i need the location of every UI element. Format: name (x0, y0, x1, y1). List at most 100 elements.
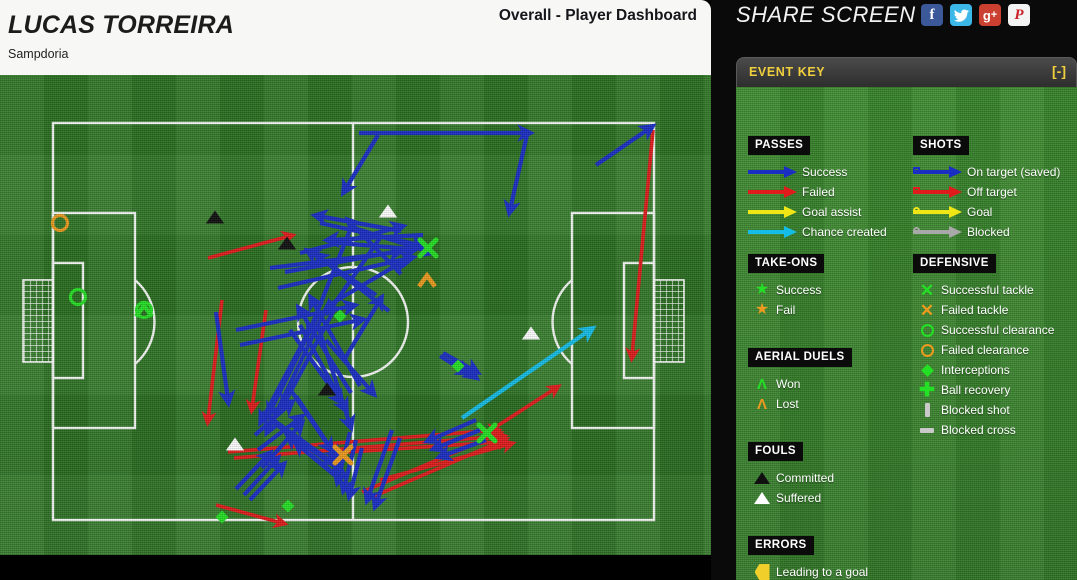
legend-x-icon: ✕ (919, 280, 935, 300)
successful-pass-arrow (213, 311, 236, 408)
key-item[interactable]: Suffered (748, 488, 834, 508)
successful-pass-arrow (343, 447, 365, 502)
legend-arrow-icon (913, 163, 967, 181)
legend-diamond-icon (913, 361, 941, 379)
successful-pass-arrow (503, 129, 531, 218)
key-item[interactable]: Blocked shot (913, 400, 1054, 420)
key-item[interactable]: On target (saved) (913, 162, 1060, 182)
key-item[interactable]: Blocked (913, 222, 1060, 242)
key-item-label: Leading to a goal (776, 565, 869, 579)
event-key-title: EVENT KEY (749, 65, 826, 79)
foul-suffered-marker (225, 437, 245, 451)
key-section-items: Leading to a goalLeading to a shot (748, 562, 868, 580)
successful-pass-arrow (371, 437, 402, 512)
facebook-share-icon[interactable]: f (921, 4, 943, 26)
key-item[interactable]: Blocked cross (913, 420, 1054, 440)
key-item-label: Successful clearance (941, 323, 1055, 337)
successful-pass-arrow (362, 429, 394, 506)
goal-nets (22, 279, 685, 363)
legend-pentagon-icon (748, 563, 776, 580)
googleplus-share-icon[interactable]: g + (979, 4, 1001, 26)
key-section-heading: PASSES (748, 136, 811, 155)
key-item-label: Lost (776, 397, 799, 411)
successful-pass-arrow (324, 338, 378, 398)
successful-pass-arrow (248, 460, 288, 502)
key-item[interactable]: Committed (748, 468, 834, 488)
key-item[interactable]: Off target (913, 182, 1060, 202)
failed-pass-arrow (215, 503, 289, 529)
successful-pass-arrow (594, 123, 657, 167)
chance-created-arrow (460, 325, 597, 420)
key-section-errors: ERRORS Leading to a goalLeading to a shot (748, 535, 868, 580)
aerial-duel-won-marker (134, 301, 154, 318)
foul-suffered-marker (378, 204, 398, 218)
key-item[interactable]: ✕ Failed tackle (913, 300, 1054, 320)
failed-pass-arrow (379, 438, 517, 482)
key-item-label: Success (802, 165, 848, 179)
legend-ring-icon (913, 321, 941, 339)
failed-pass-arrow (207, 230, 297, 260)
key-item-label: Off target (967, 185, 1017, 199)
dashboard-title: Overall - Player Dashboard (498, 7, 697, 24)
legend-x-icon: ✕ (919, 300, 935, 320)
key-item[interactable]: ✕ Successful tackle (913, 280, 1054, 300)
key-item[interactable]: Chance created (748, 222, 887, 242)
key-item[interactable]: ✚ Ball recovery (913, 380, 1054, 400)
successful-pass-arrow (295, 303, 353, 395)
legend-star-icon: ★ (754, 301, 770, 318)
foul-suffered-marker (521, 326, 541, 340)
key-item[interactable]: Λ Won (748, 374, 852, 394)
key-item-label: Interceptions (941, 363, 1010, 377)
legend-ring-icon (913, 341, 941, 359)
twitter-share-icon[interactable] (950, 4, 972, 26)
foul-committed-marker (205, 210, 225, 224)
successful-pass-arrow (288, 328, 345, 407)
legend-arrow-icon (913, 183, 967, 201)
key-item[interactable]: Interceptions (913, 360, 1054, 380)
key-item-label: Failed (802, 185, 835, 199)
pitch-visualisation[interactable] (0, 75, 711, 555)
key-item-label: Goal (967, 205, 993, 219)
pinterest-share-icon[interactable]: P (1008, 4, 1030, 26)
event-key-panel: EVENT KEY [-] PASSES Success Failed Goal as… (736, 57, 1077, 580)
successful-pass-arrow (340, 133, 380, 197)
key-section-heading: SHOTS (913, 136, 969, 155)
key-item[interactable]: ★ Fail (748, 300, 824, 320)
legend-chevron-icon: Λ (756, 375, 767, 393)
legend-triangle-icon (748, 469, 776, 487)
legend-arrow-icon (913, 203, 967, 221)
key-item-label: Committed (776, 471, 835, 485)
successful-pass-arrow (234, 449, 274, 491)
failed-pass-arrow (625, 129, 655, 363)
key-item[interactable]: Failed clearance (913, 340, 1054, 360)
key-item[interactable]: Leading to a goal (748, 562, 868, 580)
key-section-heading: ERRORS (748, 536, 814, 555)
key-section-heading: TAKE-ONS (748, 254, 825, 273)
event-key-collapse-button[interactable]: [-] (1052, 63, 1066, 79)
key-item-label: Failed tackle (941, 303, 1009, 317)
successful-pass-arrow (342, 293, 385, 362)
successful-tackle-marker (476, 422, 498, 444)
legend-arrow-icon (748, 203, 802, 221)
legend-horizontal-bar-icon (913, 421, 941, 439)
legend-arrow-icon (748, 223, 802, 241)
share-screen-label: SHARE SCREEN (736, 2, 916, 27)
dashboard-left-column: LUCAS TORREIRA Sampdoria Overall - Playe… (0, 0, 711, 555)
key-item[interactable]: Successful clearance (913, 320, 1054, 340)
key-item[interactable]: Goal assist (748, 202, 887, 222)
event-markers (50, 204, 541, 524)
key-item[interactable]: ★ Success (748, 280, 824, 300)
successful-clearance-marker (68, 287, 88, 307)
key-item[interactable]: Λ Lost (748, 394, 852, 414)
key-item-label: Failed clearance (941, 343, 1030, 357)
key-item[interactable]: Success (748, 162, 887, 182)
key-section-heading: FOULS (748, 442, 803, 461)
legend-plus-icon: ✚ (919, 379, 935, 401)
key-item[interactable]: Goal (913, 202, 1060, 222)
key-item[interactable]: Failed (748, 182, 887, 202)
aerial-duel-lost-marker (417, 271, 437, 288)
key-section-items: Λ Won Λ Lost (748, 374, 852, 414)
interception-marker (215, 510, 229, 524)
legend-arrow-icon (913, 223, 967, 241)
